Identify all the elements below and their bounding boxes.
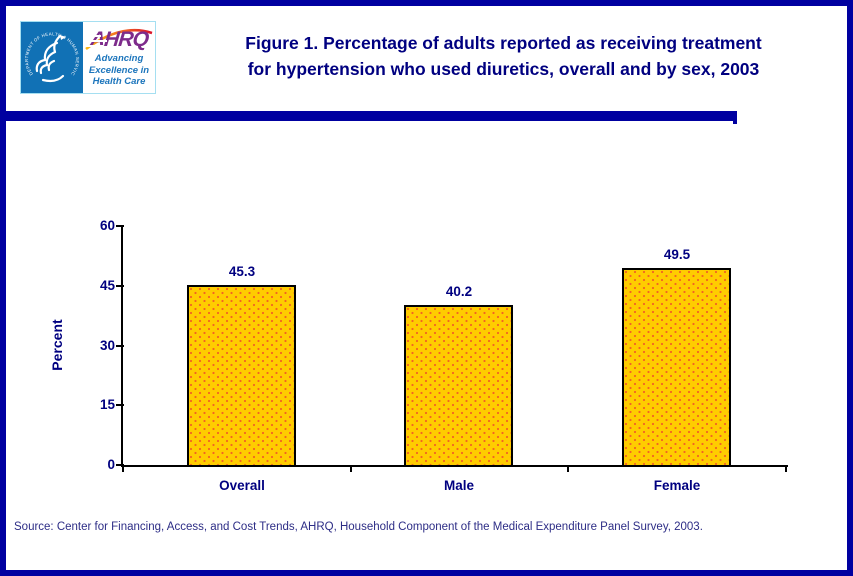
x-tick-mark bbox=[122, 465, 124, 472]
hhs-eagle-beak-icon bbox=[60, 35, 66, 40]
y-tick-label: 45 bbox=[99, 278, 115, 293]
figure-title: Figure 1. Percentage of adults reported … bbox=[160, 30, 847, 82]
y-tick-label: 30 bbox=[99, 338, 115, 353]
bar-chart: Percent 45.3 Overall 40.2 Male 49.5 Female 0 15… bbox=[6, 6, 847, 570]
bar-male bbox=[404, 305, 513, 467]
hhs-logo: DEPARTMENT OF HEALTH & HUMAN SERVICES · … bbox=[19, 18, 83, 93]
ahrq-arc-icon bbox=[85, 29, 153, 51]
ahrq-hhs-logo: DEPARTMENT OF HEALTH & HUMAN SERVICES · … bbox=[19, 18, 156, 94]
bar-value-label: 49.5 bbox=[663, 247, 691, 262]
x-axis-line bbox=[121, 465, 788, 467]
category-label: Female bbox=[653, 478, 701, 493]
ahrq-tagline-line: Excellence in bbox=[88, 64, 150, 76]
bar-value-label: 40.2 bbox=[445, 284, 473, 299]
y-tick-mark bbox=[116, 464, 124, 466]
ahrq-logo: AHRQ Advancing Excellence in Health Care bbox=[83, 22, 155, 93]
ahrq-speedline bbox=[85, 40, 107, 42]
x-tick-mark bbox=[567, 465, 569, 472]
bar-female bbox=[622, 268, 731, 467]
y-tick-mark bbox=[116, 404, 124, 406]
x-tick-mark bbox=[350, 465, 352, 472]
y-axis-line bbox=[121, 226, 123, 467]
bar-overall bbox=[187, 285, 296, 467]
hhs-eagle-icon bbox=[35, 34, 65, 83]
category-label: Male bbox=[443, 478, 474, 493]
ahrq-speedline bbox=[85, 35, 101, 37]
bar-value-label: 45.3 bbox=[228, 264, 256, 279]
category-label: Overall bbox=[219, 478, 265, 493]
header-divider-rule-end bbox=[733, 121, 737, 124]
y-tick-mark bbox=[116, 285, 124, 287]
ahrq-tagline: Advancing Excellence in Health Care bbox=[83, 53, 155, 88]
y-tick-label: 0 bbox=[107, 457, 115, 472]
y-tick-mark bbox=[116, 225, 124, 227]
figure-title-line: Figure 1. Percentage of adults reported … bbox=[245, 33, 762, 53]
x-tick-mark bbox=[785, 465, 787, 472]
y-tick-label: 15 bbox=[99, 397, 115, 412]
ahrq-speedline bbox=[85, 45, 103, 47]
y-tick-mark bbox=[116, 345, 124, 347]
y-axis-title: Percent bbox=[49, 319, 65, 371]
ahrq-tagline-line: Health Care bbox=[92, 76, 146, 87]
header-divider-rule bbox=[6, 111, 737, 121]
ahrq-tagline-line: Advancing bbox=[94, 53, 144, 64]
figure-title-line: for hypertension who used diuretics, ove… bbox=[247, 59, 760, 79]
y-tick-label: 60 bbox=[99, 218, 115, 233]
source-note: Source: Center for Financing, Access, an… bbox=[14, 521, 703, 533]
hhs-eagle-seal-icon: DEPARTMENT OF HEALTH & HUMAN SERVICES · … bbox=[19, 18, 80, 83]
